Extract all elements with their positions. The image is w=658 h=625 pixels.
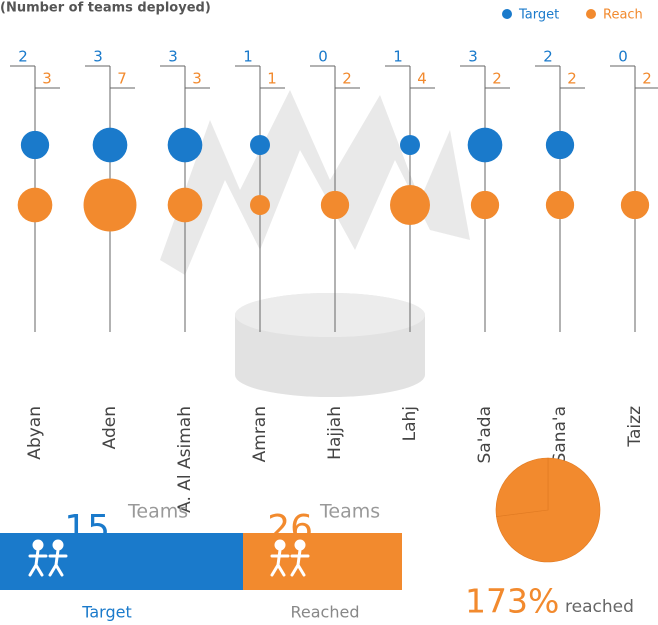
bubble (546, 131, 574, 159)
bubble (84, 179, 137, 232)
bubble (390, 185, 430, 225)
category-label: Abyan (25, 406, 45, 460)
bubble (400, 135, 420, 155)
value-label: 2 (543, 48, 553, 66)
legend-swatch (502, 9, 512, 19)
bubble (93, 128, 128, 163)
value-label: 2 (342, 70, 352, 88)
bubble (250, 135, 270, 155)
legend-label: Reach (603, 8, 643, 23)
bubble (471, 191, 499, 219)
value-label: 3 (168, 48, 178, 66)
category-label: Sa'ada (475, 406, 495, 464)
value-label: 2 (567, 70, 577, 88)
value-label: 2 (18, 48, 28, 66)
percent-text: reached (565, 597, 634, 617)
bubble (621, 191, 649, 219)
bubble (321, 191, 349, 219)
value-label: 0 (318, 48, 328, 66)
value-label: 2 (642, 70, 652, 88)
percent-value: 173% (465, 582, 559, 621)
bubble (168, 128, 203, 163)
bubble (168, 188, 203, 223)
reached-unit: Teams (319, 501, 380, 523)
value-label: 3 (42, 70, 52, 88)
category-label: Aden (100, 406, 120, 449)
reached-bar (243, 533, 402, 590)
value-label: 3 (468, 48, 478, 66)
value-label: 4 (417, 70, 427, 88)
pie-slice (496, 458, 548, 517)
legend-swatch (586, 9, 596, 19)
bubble (18, 188, 53, 223)
category-label: Amran (250, 406, 270, 462)
bubble (250, 195, 270, 215)
legend-label: Target (518, 8, 559, 23)
pie (496, 458, 600, 562)
category-label: A. Al Asimah (175, 406, 195, 513)
value-label: 2 (492, 70, 502, 88)
category-label: Taizz (625, 406, 645, 448)
target-label: Target (81, 603, 132, 622)
value-label: 1 (393, 48, 403, 66)
bubble (546, 191, 574, 219)
category-label: Hajjah (325, 406, 345, 460)
bubble (21, 131, 49, 159)
reached-label: Reached (291, 603, 360, 622)
value-label: 3 (192, 70, 202, 88)
subtitle: (Number of teams deployed) (0, 1, 211, 16)
value-label: 0 (618, 48, 628, 66)
bubble (468, 128, 503, 163)
category-label: Lahj (400, 406, 420, 441)
value-label: 3 (93, 48, 103, 66)
category-label: Sana'a (550, 406, 570, 464)
value-label: 7 (117, 70, 127, 88)
target-unit: Teams (127, 501, 188, 523)
background-graphic (160, 90, 470, 397)
infographic: (Number of teams deployed) Target Reach 2… (0, 0, 658, 625)
legend: Target Reach (502, 8, 643, 23)
value-label: 1 (267, 70, 277, 88)
value-label: 1 (243, 48, 253, 66)
